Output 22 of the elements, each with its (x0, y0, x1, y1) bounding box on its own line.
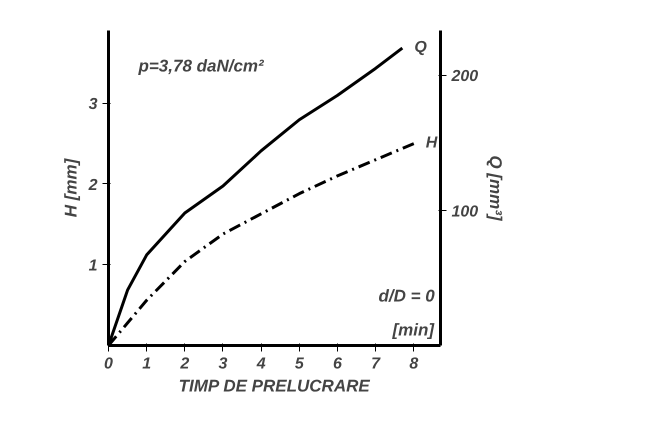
y2-tick-label: 100 (452, 203, 478, 220)
y-tick-label: 1 (88, 258, 98, 275)
x-tick-label: 0 (104, 356, 114, 372)
x-tick-label: 7 (371, 356, 382, 372)
annotation: [min] (392, 320, 436, 340)
x-tick-label: 1 (142, 356, 152, 372)
series-label: H (426, 134, 438, 152)
x-tick-label: 5 (294, 356, 305, 372)
annotation: d/D = 0 (378, 286, 436, 306)
y-tick-label: 3 (88, 96, 98, 114)
x-tick-label: 3 (218, 356, 228, 372)
x-tick-label: 6 (333, 356, 342, 372)
y2-axis-title: Q [mm³] (486, 155, 506, 222)
y2-tick-label: 200 (450, 68, 478, 86)
x-axis-title: TIMP DE PRELUCRARE (178, 376, 370, 396)
annotation: p=3,78 daN/cm² (138, 56, 266, 76)
x-tick-label: 2 (179, 356, 190, 372)
x-tick-label: 4 (256, 356, 266, 372)
x-tick-label: 8 (409, 356, 418, 372)
series-label: Q (414, 39, 428, 56)
y-axis-title: H [mm] (62, 157, 81, 218)
y-tick-label: 2 (88, 176, 98, 194)
